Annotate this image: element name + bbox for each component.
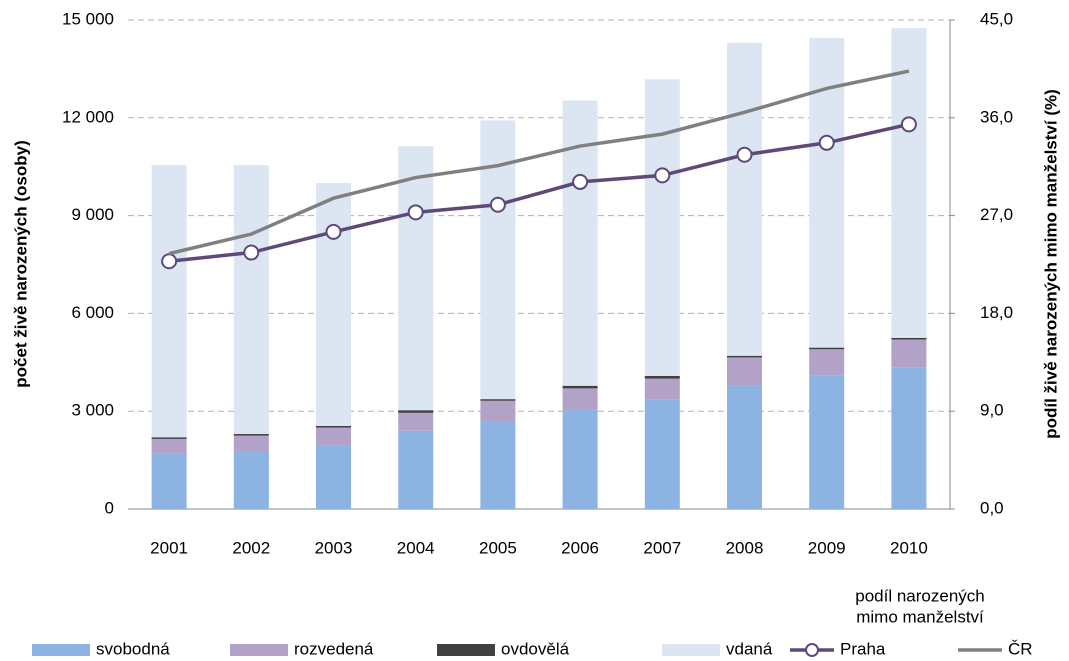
y2-tick-label: 0,0: [980, 498, 1004, 517]
bar: [644, 79, 680, 376]
bar: [151, 437, 187, 439]
x-tick-label: 2001: [150, 538, 188, 557]
bar: [480, 400, 516, 421]
legend-swatch: [437, 644, 495, 656]
bar: [480, 420, 516, 509]
bar: [644, 399, 680, 509]
bar: [562, 409, 598, 509]
y2-axis-label: podíl živě narozených mimo manželství (%…: [1041, 89, 1060, 439]
bar: [809, 349, 845, 376]
x-tick-label: 2008: [726, 538, 764, 557]
marker: [572, 173, 589, 190]
bar: [891, 337, 927, 340]
legend-swatch: [230, 644, 288, 656]
legend-label: ovdovělá: [501, 639, 570, 658]
bar: [727, 357, 762, 386]
legend-swatch: [805, 643, 819, 657]
bar: [398, 430, 434, 509]
y-tick-label: 6 000: [71, 303, 114, 322]
bar: [398, 146, 434, 411]
y-axis-label: počet živě narozených (osoby): [11, 140, 30, 388]
bar: [233, 451, 269, 509]
bar: [151, 453, 187, 509]
marker: [407, 204, 424, 221]
bar: [891, 28, 927, 338]
bar: [644, 378, 680, 400]
bar: [398, 412, 434, 431]
bar: [809, 375, 845, 509]
legend-label: vdaná: [726, 639, 773, 658]
bar: [316, 183, 351, 426]
legend-label: svobodná: [96, 639, 170, 658]
line: [168, 69, 910, 256]
x-tick-label: 2010: [890, 538, 928, 557]
bar: [727, 385, 762, 509]
legend-label: ČR: [1008, 639, 1033, 658]
x-tick-label: 2007: [643, 538, 681, 557]
y-tick-label: 3 000: [71, 401, 114, 420]
marker: [325, 223, 342, 240]
bar: [151, 438, 187, 454]
legend-label: rozvedená: [294, 639, 374, 658]
marker: [900, 116, 917, 133]
x-tick-label: 2009: [808, 538, 846, 557]
bar: [233, 434, 269, 436]
y2-tick-label: 18,0: [980, 303, 1013, 322]
marker: [161, 253, 178, 270]
line: [168, 122, 910, 263]
y-tick-label: 12 000: [62, 107, 114, 126]
marker: [489, 196, 506, 213]
y2-tick-label: 9,0: [980, 401, 1004, 420]
bar: [233, 165, 269, 435]
legend-label: Praha: [840, 639, 886, 658]
marker: [818, 134, 835, 151]
bar: [644, 375, 680, 379]
marker: [654, 167, 671, 184]
bar: [316, 425, 351, 428]
x-tick-label: 2005: [479, 538, 517, 557]
marker: [243, 244, 260, 261]
legend-title: mimo manželství: [856, 607, 984, 626]
bar: [316, 427, 351, 446]
x-tick-label: 2002: [232, 538, 270, 557]
bar: [562, 385, 598, 389]
bar: [398, 410, 434, 413]
legend-title: podíl narozených: [855, 586, 984, 605]
bar: [151, 165, 187, 438]
bar: [562, 388, 598, 410]
legend-swatch: [32, 644, 90, 656]
bar: [891, 339, 927, 368]
bar: [316, 445, 351, 509]
x-tick-label: 2003: [315, 538, 353, 557]
bar: [727, 355, 762, 358]
x-tick-label: 2004: [397, 538, 435, 557]
y-tick-label: 15 000: [62, 9, 114, 28]
bar: [891, 367, 927, 509]
marker: [736, 146, 753, 163]
bar: [809, 347, 845, 350]
y-tick-label: 0: [105, 498, 114, 517]
y2-tick-label: 45,0: [980, 9, 1013, 28]
x-tick-label: 2006: [561, 538, 599, 557]
y2-tick-label: 27,0: [980, 205, 1013, 224]
bar: [480, 399, 516, 401]
bar: [233, 435, 269, 452]
y2-tick-label: 36,0: [980, 107, 1013, 126]
legend-swatch: [662, 644, 720, 656]
bar: [727, 42, 762, 356]
y-tick-label: 9 000: [71, 205, 114, 224]
